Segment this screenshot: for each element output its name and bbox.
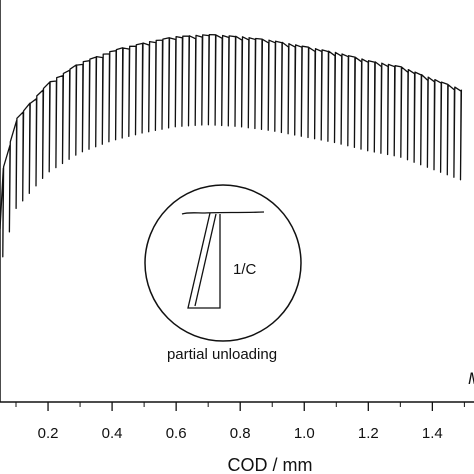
x-tick-label: 0.6 [166,425,187,442]
x-tick-label: 0.4 [102,425,123,442]
inset-circle [144,184,302,342]
inset-slope-label: 1/C [233,261,257,278]
inset-reloading-line [194,213,217,307]
x-tick-label: 1.4 [422,425,443,442]
x-axis-ticks [15,402,465,411]
x-tick-label: 1.2 [358,425,379,442]
corner-mark: M [468,369,474,388]
inset-loading-curve [181,211,265,215]
x-tick-label: 0.2 [38,425,59,442]
inset-partial-unloading: 1/C [144,184,302,342]
x-tick-label: 0.8 [230,425,251,442]
x-axis-tick-labels: 0.2 0.4 0.6 0.8 1.0 1.2 1.4 [38,425,443,442]
inset-unloading-line [187,212,221,309]
x-tick-label: 1.0 [294,425,315,442]
inset-caption: partial unloading [167,346,277,363]
x-axis-title: COD / mm [228,455,313,474]
series-line-load-cod [0,33,463,258]
